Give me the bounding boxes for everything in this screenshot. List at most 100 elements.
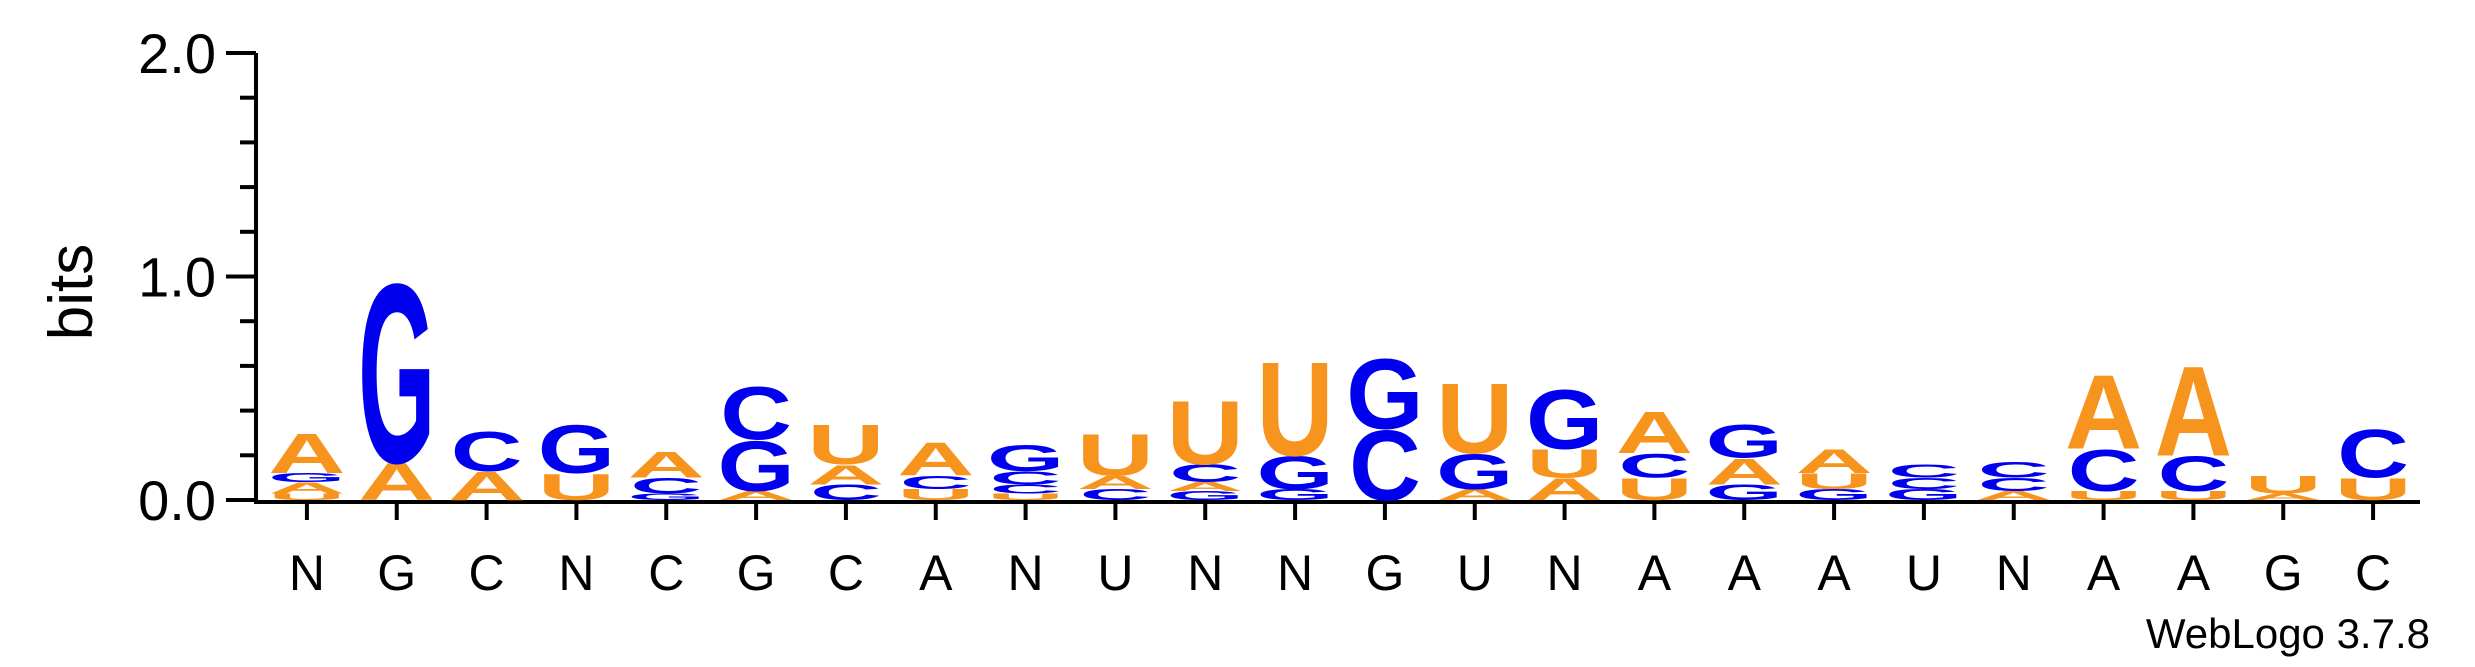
logo-letter-u: U	[538, 466, 615, 508]
logo-letter-g: G	[1526, 373, 1603, 467]
logo-letter-a: A	[1616, 400, 1693, 466]
logo-letter-c: C	[1978, 458, 2050, 482]
logo-letter-a: A	[268, 479, 345, 496]
logo-letter-a: A	[1167, 480, 1244, 494]
logo-letter-u: U	[807, 414, 884, 476]
x-tick-label: C	[2355, 545, 2391, 601]
logo-letter-c: C	[900, 472, 972, 493]
logo-letter-a: A	[2245, 492, 2322, 502]
logo-letter-g: G	[1706, 481, 1783, 505]
logo-letter-c: C	[990, 468, 1062, 489]
logo-letter-a: A	[807, 459, 884, 491]
x-tick-label: U	[1097, 545, 1133, 601]
logo-letter-a: A	[448, 464, 525, 509]
logo-letter-g: G	[1436, 444, 1513, 500]
logo-letter-c: C	[451, 421, 523, 484]
logo-letter-u: U	[1256, 334, 1333, 484]
x-tick-label: U	[1906, 545, 1942, 601]
logo-letter-g: G	[1885, 486, 1962, 503]
logo-letter-a: A	[1436, 486, 1513, 503]
logo-letter-g: G	[987, 437, 1064, 479]
logo-letter-c: C	[1888, 461, 1960, 482]
logo-letter-u: U	[2065, 489, 2142, 503]
x-tick-label: N	[558, 545, 594, 601]
logo-letter-u: U	[1436, 362, 1513, 474]
logo-letter-u: U	[1526, 442, 1603, 487]
x-tick-label: N	[1008, 545, 1044, 601]
logo-letter-a: A	[2155, 339, 2232, 482]
x-tick-label: N	[1187, 545, 1223, 601]
x-tick-label: N	[289, 545, 325, 601]
x-tick-label: G	[2264, 545, 2303, 601]
y-tick-label: 1.0	[138, 246, 216, 309]
logo-letter-g: G	[717, 427, 794, 507]
x-tick-label: G	[377, 545, 416, 601]
logo-letter-c: C	[2158, 446, 2230, 502]
logo-letter-c: C	[1080, 486, 1152, 503]
logo-letter-c: C	[2337, 417, 2409, 493]
x-tick-label: N	[1277, 545, 1313, 601]
logo-letter-c: C	[1619, 447, 1691, 485]
logo-letter-a: A	[358, 452, 435, 511]
logo-letter-a: A	[1526, 472, 1603, 507]
logo-letter-u: U	[268, 492, 345, 502]
logo-letter-c: C	[1978, 474, 2050, 495]
logo-letter-c: C	[2068, 438, 2140, 504]
logo-letter-u: U	[897, 486, 974, 503]
logo-letter-a: A	[717, 489, 794, 503]
logo-letter-u: U	[1167, 383, 1244, 484]
x-tick-label: A	[1728, 545, 1762, 601]
logo-letter-g: G	[538, 412, 615, 488]
y-axis-label: bits	[37, 244, 106, 340]
logo-letter-a: A	[1077, 472, 1154, 493]
x-tick-label: A	[1638, 545, 1672, 601]
logo-letter-a: A	[1795, 442, 1872, 480]
logo-letter-c: C	[1888, 475, 1960, 492]
logo-letter-g: G	[1256, 447, 1333, 499]
x-tick-label: C	[469, 545, 505, 601]
logo-letter-c: C	[990, 482, 1062, 496]
y-axis: 0.0 1.0 2.0	[138, 22, 258, 532]
logo-letter-c: C	[720, 372, 792, 456]
x-tick-label: N	[1547, 545, 1583, 601]
x-tick-label: G	[1365, 545, 1404, 601]
x-tick-label: C	[828, 545, 864, 601]
logo-letter-u: U	[2334, 472, 2411, 507]
logo-letter-g: G	[1795, 486, 1872, 503]
logo-letter-a: A	[1706, 450, 1783, 492]
x-tick-label: A	[2177, 545, 2211, 601]
logo-letter-a: A	[268, 423, 345, 485]
logo-letter-g: G	[1706, 416, 1783, 468]
logo-letter-a: A	[1975, 489, 2052, 503]
logo-letter-g: G	[1346, 339, 1423, 450]
logo-letter-g: G	[1167, 489, 1244, 503]
y-tick-label: 0.0	[138, 469, 216, 532]
x-tick-label: A	[2087, 545, 2121, 601]
logo-letter-u: U	[2155, 489, 2232, 503]
logo-letter-c: C	[630, 474, 702, 498]
logo-letter-u: U	[1795, 469, 1872, 493]
logo-letter-g: G	[628, 492, 705, 502]
x-tick-label: A	[919, 545, 953, 601]
logo-letter-g: G	[1256, 486, 1333, 503]
logo-letter-g: G	[268, 471, 345, 485]
logo-letter-a: A	[897, 433, 974, 485]
logo-letter-a: A	[628, 444, 705, 486]
logo-letter-c: C	[1169, 460, 1241, 488]
y-tick-label: 2.0	[138, 22, 216, 85]
logo-letter-u: U	[1077, 423, 1154, 489]
x-tick-label: U	[1457, 545, 1493, 601]
logo-letter-c: C	[1349, 411, 1421, 522]
x-tick-label: N	[1996, 545, 2032, 601]
logo-letter-a: A	[2065, 353, 2142, 472]
logo-letter-c: C	[810, 481, 882, 505]
logo-letter-g: G	[358, 231, 435, 517]
x-tick-label: A	[1817, 545, 1851, 601]
x-tick-label: G	[737, 545, 776, 601]
logo-letter-u: U	[2245, 471, 2322, 499]
weblogo-credit: WebLogo 3.7.8	[2146, 610, 2430, 657]
logo-letter-u: U	[987, 492, 1064, 502]
